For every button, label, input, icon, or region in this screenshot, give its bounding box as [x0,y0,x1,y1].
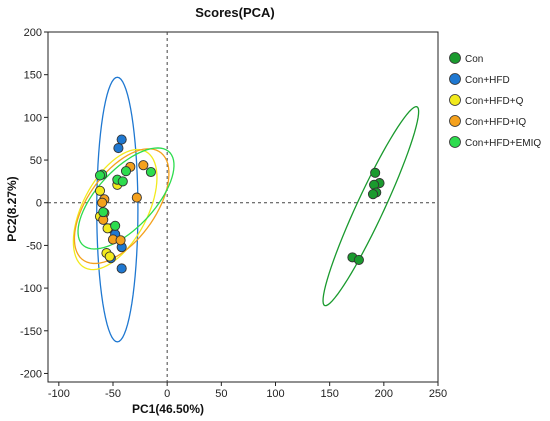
ellipse-con-hfd-q [72,148,158,271]
x-axis-ticks: -100 -50 0 50 100 150 200 250 [48,382,447,400]
data-point-con-hfd-emiq [120,166,132,177]
ellipse-con [322,106,420,307]
y-tick-label: 50 [30,155,42,167]
data-point-con-hfd-emiq [110,220,121,231]
legend-marker [449,94,461,106]
data-point-con-hfd-iq [131,192,142,203]
legend-label: Con+HFD+IQ [465,117,526,128]
y-tick-label: 0 [36,198,42,210]
x-tick-label: 100 [266,388,284,400]
data-point-con-hfd [116,263,127,274]
legend-label: Con+HFD [465,75,510,86]
legend-label: Con+HFD+Q [465,96,524,107]
x-tick-label: 250 [429,388,447,400]
x-tick-label: 50 [215,388,227,400]
data-point-con-hfd-emiq [145,166,156,178]
data-point-con-hfd-q [94,185,106,196]
data-point-con [353,254,364,265]
data-point-con-hfd-iq [138,160,149,171]
confidence-ellipses [72,76,420,343]
data-point-con-hfd-emiq [94,170,106,181]
data-point-con-hfd-emiq [117,176,128,187]
x-tick-label: 150 [320,388,338,400]
y-tick-label: -50 [26,240,42,252]
ellipse-con-hfd-emiq [77,147,175,250]
x-tick-label: -50 [105,388,121,400]
x-axis-title: PC1(46.50%) [132,402,204,416]
legend-label: Con [465,54,483,65]
x-tick-label: -100 [48,388,70,400]
y-tick-label: 200 [24,27,42,39]
data-point-con [370,167,381,178]
y-tick-label: -150 [20,326,42,338]
data-point-con-hfd-emiq [98,207,109,218]
data-point-con-hfd-iq [115,235,126,246]
plot-frame [47,31,439,383]
data-points [94,134,385,274]
data-point-con [367,189,379,200]
chart-title: Scores(PCA) [195,5,274,20]
reference-lines [48,32,438,382]
y-tick-label: -100 [20,283,42,295]
y-axis-ticks: 200 150 100 50 0 -50 -100 -150 -200 [20,27,48,380]
data-point-con-hfd [113,143,124,154]
ellipse-con-hfd [96,76,139,343]
data-point-con-hfd [116,134,127,145]
legend-label: Con+HFD+EMIQ [465,138,541,149]
legend-marker [449,136,461,148]
legend: Con Con+HFD Con+HFD+Q Con+HFD+IQ Con+HFD+EMI… [449,52,541,149]
y-tick-label: 150 [24,70,42,82]
y-tick-label: -200 [20,368,42,380]
y-axis-title: PC2(8.27%) [5,176,19,241]
legend-marker [449,73,461,85]
legend-marker [449,115,461,127]
legend-marker [449,52,461,64]
x-tick-label: 200 [375,388,393,400]
y-tick-label: 100 [24,112,42,124]
data-point-con-hfd-q [104,251,115,262]
x-tick-label: 0 [164,388,170,400]
data-point-con-hfd-iq [97,197,108,208]
